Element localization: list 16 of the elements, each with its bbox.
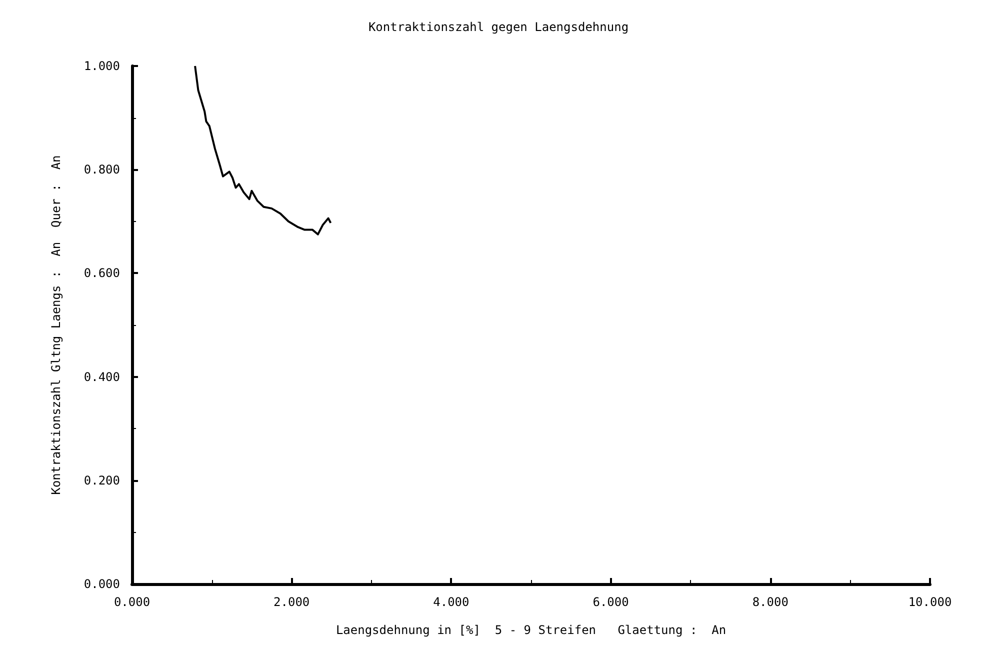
y-tick-label: 0.800 (84, 162, 120, 177)
y-tick-label: 0.600 (84, 266, 120, 280)
x-tick-label: 6.000 (592, 595, 629, 609)
y-tick-label: 0.400 (84, 370, 120, 384)
x-tick-label: 8.000 (752, 595, 788, 609)
y-tick-label: 1.000 (84, 59, 120, 73)
line-series (194, 65, 332, 236)
chart-title: Kontraktionszahl gegen Laengsdehnung (368, 20, 629, 34)
x-tick-label: 2.000 (274, 595, 310, 609)
y-tick-label: 0.000 (84, 577, 120, 591)
x-tick-label: 4.000 (433, 595, 470, 609)
x-tick-label: 0.000 (114, 595, 150, 609)
x-tick-label: 10.000 (908, 595, 952, 609)
y-axis-title: Kontraktionszahl Gltng Laengs : An Quer : An (49, 155, 63, 495)
y-tick-label: 0.200 (84, 473, 120, 488)
x-axis-title: Laengsdehnung in [%] 5 - 9 Streifen Glaettung : An (336, 623, 726, 637)
